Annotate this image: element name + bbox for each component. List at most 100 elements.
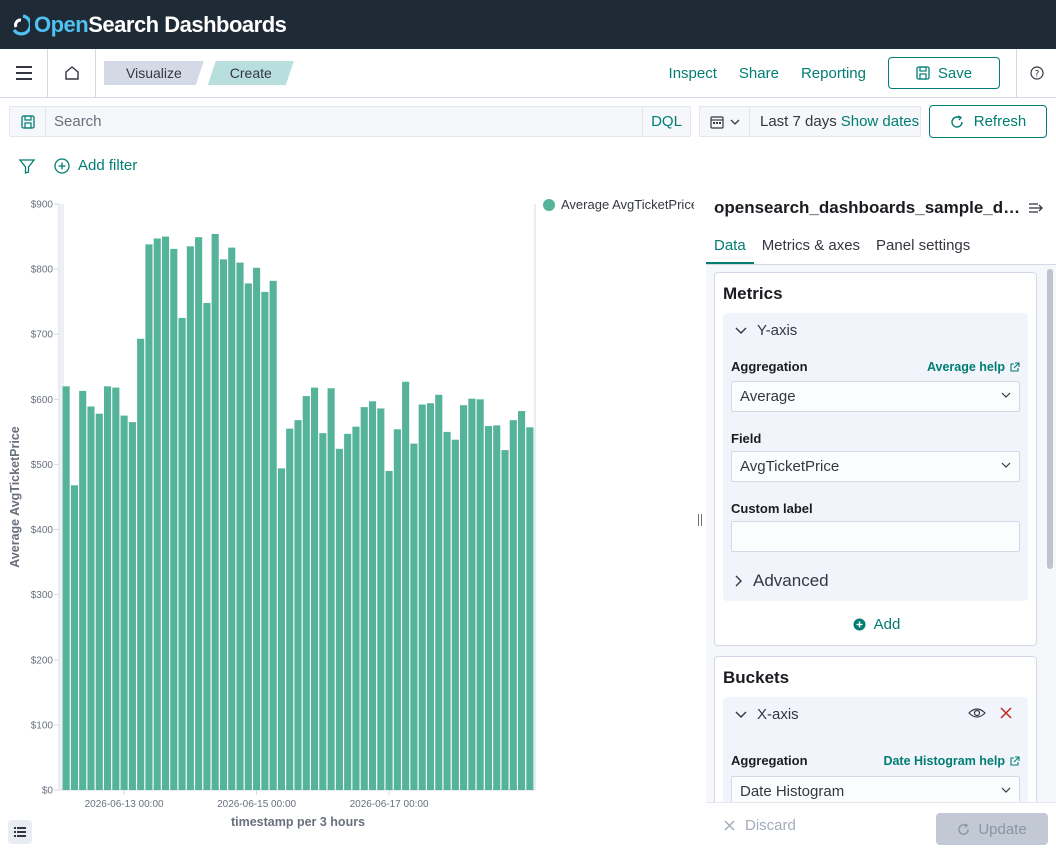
chevron-down-icon [1001,392,1011,398]
bucket-aggregation-label: Aggregation [731,753,808,768]
chart-bar [451,439,459,790]
chart-bar [186,246,194,791]
save-icon [916,66,930,80]
query-language-button[interactable]: DQL [642,107,690,136]
chart-bar [277,468,285,790]
chart-bar [170,248,178,791]
opensearch-logo[interactable]: OpenSearch Dashboards [10,12,287,38]
date-histogram-help-link[interactable]: Date Histogram help [883,754,1020,768]
custom-label-label: Custom label [731,501,813,516]
chevron-down-icon [735,327,747,334]
filter-icon[interactable] [18,157,36,175]
plus-circle-icon [54,157,70,174]
breadcrumb: Visualize Create [104,61,298,85]
field-select[interactable]: AvgTicketPrice [731,451,1020,482]
share-link[interactable]: Share [738,64,779,82]
tab-data[interactable]: Data [706,231,754,264]
tab-panel-settings[interactable]: Panel settings [876,237,971,254]
refresh-button[interactable]: Refresh [929,105,1047,138]
remove-aggregation-button[interactable] [1000,707,1012,719]
chart-bar [286,428,294,790]
saved-queries-button[interactable] [10,107,46,136]
breadcrumb-create: Create [208,61,294,85]
chart-bar [145,244,153,790]
date-range-text[interactable]: Last 7 days [760,113,837,130]
opensearch-logo-icon [12,13,30,35]
chart-bar [103,386,112,790]
average-help-link[interactable]: Average help [927,360,1020,374]
custom-label-input[interactable] [731,521,1020,552]
chart-bar [319,433,327,790]
legend-toggle-button[interactable] [8,820,32,844]
chart-bar [327,388,335,790]
chart-bar [476,399,484,790]
home-icon [64,66,79,80]
inspect-link[interactable]: Inspect [668,64,717,82]
add-filter-button[interactable]: Add filter [54,157,137,174]
save-query-icon [20,114,35,129]
aggregation-select[interactable]: Average [731,381,1020,412]
scrollbar[interactable] [1047,269,1053,569]
help-button[interactable]: ? [1016,49,1056,97]
aggregation-value: Average [740,388,796,405]
x-tick-label: 2026-06-15 00:00 [217,799,296,810]
bucket-aggregation-value: Date Histogram [740,783,845,800]
y-tick-label: $700 [31,330,54,341]
save-button[interactable]: Save [888,57,1000,89]
chart-bar [402,381,410,790]
chart-bar [484,426,493,790]
y-tick-label: $900 [31,200,54,211]
chevron-down-icon [735,711,747,718]
update-label: Update [978,820,1027,838]
y-tick-label: $100 [31,720,54,731]
y-tick-label: $600 [31,395,54,406]
close-icon [1000,707,1012,719]
chart-bar [385,470,393,790]
breadcrumb-visualize[interactable]: Visualize [104,61,204,85]
update-button[interactable]: Update [936,813,1048,845]
menu-button[interactable] [0,49,48,97]
chart-bar [302,396,310,790]
chart-bar [219,259,228,790]
panel-resize-handle[interactable] [694,187,706,852]
reporting-link[interactable]: Reporting [800,64,866,82]
chart-bar [443,431,451,790]
bucket-aggregation-select[interactable]: Date Histogram [731,776,1020,802]
advanced-toggle[interactable]: Advanced [735,571,829,591]
chart-bar [501,450,509,790]
chart-bar [153,238,161,790]
help-icon: ? [1029,66,1044,80]
y-axis-band [60,204,64,790]
bar-chart: $0 $100 $200 $300 $400 $500 $600 $700 $800 $900 20… [8,200,536,829]
x-tick-label: 2026-06-13 00:00 [85,799,164,810]
collapse-sidebar-icon[interactable] [1028,202,1044,214]
query-bar: DQL Last 7 days Show dates Refresh [0,98,1056,144]
sidebar-scroll-area[interactable]: Metrics Y-axis Aggregation Average help … [706,265,1056,802]
toggle-visibility-button[interactable] [968,707,986,719]
chart-bar [87,406,95,790]
tab-metrics-axes[interactable]: Metrics & axes [761,237,861,254]
chart-bar [493,425,501,790]
add-label: Add [873,616,901,633]
chart-bar [360,407,368,790]
drag-handle-icon [698,513,702,526]
y-axis-toggle[interactable]: Y-axis [735,322,797,339]
search-input[interactable] [46,113,642,130]
chart-bar [95,413,103,790]
plus-in-circle-icon [853,618,866,631]
chart-bar [435,394,443,790]
x-tick-label: 2026-06-17 00:00 [350,799,429,810]
advanced-label: Advanced [753,571,829,590]
home-button[interactable] [48,49,96,97]
discard-button[interactable]: Discard [724,817,796,834]
chart-legend[interactable]: Average AvgTicketPrice [543,197,698,212]
x-axis-toggle[interactable]: X-axis [735,706,799,723]
add-metric-button[interactable]: Add [715,616,1038,633]
show-dates-link[interactable]: Show dates [840,113,920,130]
chevron-right-icon [735,575,742,587]
chart-bar [120,415,128,790]
quick-menu-button[interactable] [700,107,750,136]
y-tick-label: $800 [31,265,54,276]
filter-bar: Add filter [0,144,1056,187]
average-help-text: Average help [926,360,1005,374]
